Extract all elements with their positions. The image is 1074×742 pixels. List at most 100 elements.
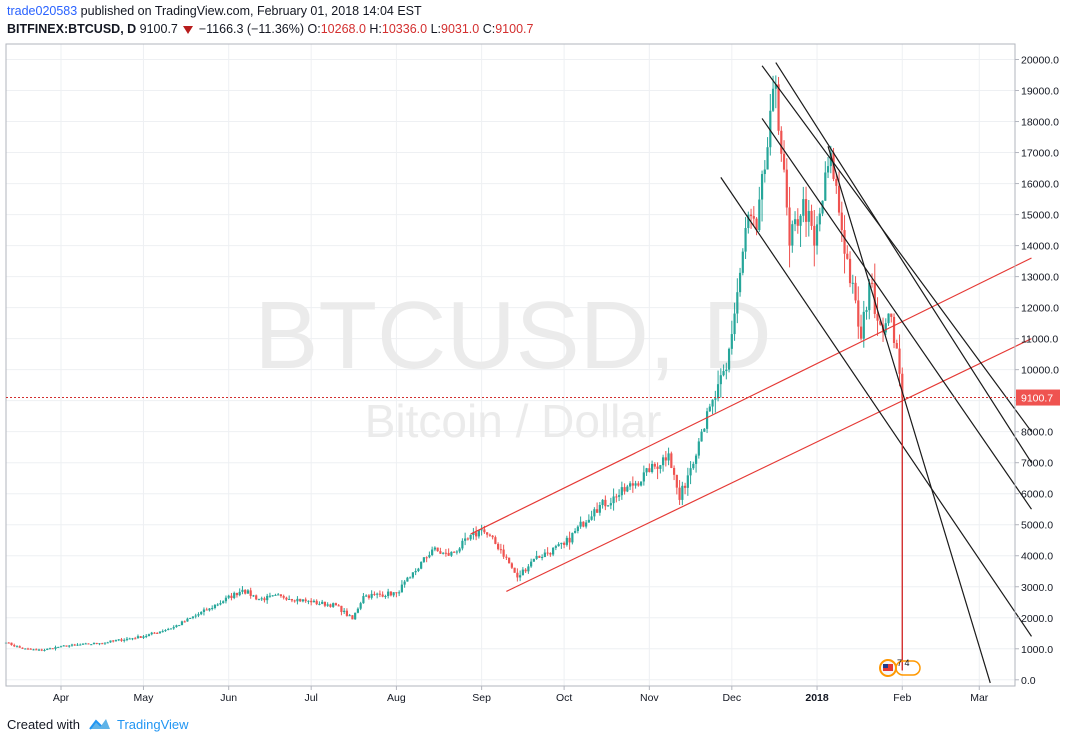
candle-body (362, 596, 365, 604)
tradingview-logo-icon[interactable] (88, 716, 112, 732)
candle-body (488, 534, 491, 536)
candle-body (854, 282, 857, 301)
close-label: C: (482, 22, 496, 36)
candle-body (32, 649, 35, 651)
x-tick-label: Jul (304, 692, 317, 704)
tradingview-link[interactable]: TradingView (117, 717, 189, 732)
candle-body (387, 591, 390, 596)
candle-body (290, 598, 294, 601)
candle-body (244, 589, 247, 594)
time-axis[interactable]: Apr May Jun Jul Aug Sep Oct Nov Dec 2018 Feb Mar (53, 686, 989, 704)
author-link[interactable]: trade020583 (7, 4, 78, 18)
candle-body (837, 185, 841, 213)
trend-line (761, 65, 1032, 433)
candle-body (279, 594, 283, 597)
candle-body (469, 535, 472, 540)
high-label: H: (369, 22, 382, 36)
candle-body (587, 519, 590, 523)
candle-body (370, 593, 373, 598)
candle-body (719, 375, 722, 385)
candle-body (604, 499, 607, 507)
candle-body (13, 645, 16, 647)
x-tick-label: 2018 (805, 692, 829, 704)
candle-body (359, 603, 362, 609)
last-price-box (1016, 389, 1060, 406)
candle-body (472, 532, 475, 536)
y-tick-label: 2000.0 (1021, 613, 1053, 625)
price-axis[interactable]: 0.0 1000.0 2000.0 3000.0 4000.0 5000.0 6000.0 7… (1015, 55, 1059, 687)
x-tick-label: May (134, 692, 155, 704)
low-value: 9031.0 (441, 22, 480, 36)
candle-body (24, 648, 27, 650)
candle-body (675, 474, 678, 488)
candle-body (442, 552, 445, 554)
candle-body (400, 584, 404, 593)
candle-body (235, 592, 239, 596)
last-price: 9100.7 (139, 22, 178, 36)
candle-body (167, 628, 170, 631)
candle-body (29, 648, 32, 650)
candle-body (598, 505, 601, 513)
candle-body (158, 631, 162, 634)
symbol-name[interactable]: BITFINEX:BTCUSD, D (7, 22, 137, 36)
candle-body (538, 555, 541, 558)
y-tick-label: 15000.0 (1021, 210, 1059, 222)
candle-body (736, 292, 739, 314)
candle-body (596, 509, 599, 513)
candle-body (326, 604, 329, 606)
candle-body (851, 282, 854, 284)
candle-body (683, 485, 687, 488)
event-marker[interactable]: 7 4 (879, 658, 921, 677)
candle-body (411, 572, 414, 578)
candle-body (307, 600, 310, 602)
close-value: 9100.7 (495, 22, 534, 36)
x-tick-label: Oct (556, 692, 572, 704)
candle-body (884, 323, 887, 333)
candle-body (524, 569, 527, 572)
candle-body (810, 210, 813, 226)
candle-body (475, 532, 478, 537)
candle-body (191, 616, 195, 618)
candle-body (103, 642, 107, 644)
candle-body (804, 199, 808, 222)
candle-body (406, 577, 409, 582)
candle-body (681, 485, 684, 500)
candle-body (870, 282, 874, 284)
candle-body (321, 601, 324, 604)
y-tick-label: 13000.0 (1021, 272, 1059, 284)
candle-body (480, 529, 483, 531)
candle-body (90, 644, 93, 646)
candle-body (535, 555, 538, 559)
candle-body (202, 609, 206, 612)
candle-body (777, 84, 780, 131)
candle-body (807, 210, 810, 222)
candle-body (109, 640, 112, 643)
candle-body (200, 611, 203, 615)
candle-body (727, 348, 731, 370)
candle-body (661, 457, 665, 466)
candle-body (128, 638, 131, 640)
candle-body (898, 348, 901, 374)
candle-body (607, 505, 610, 507)
candle-body (692, 463, 695, 469)
candle-body (541, 557, 544, 559)
y-tick-label: 8000.0 (1021, 427, 1053, 439)
candle-body (395, 592, 398, 594)
candle-body (708, 406, 711, 412)
candle-body (571, 532, 574, 543)
candle-body (164, 630, 167, 632)
candle-body (142, 636, 145, 638)
candle-body (197, 614, 200, 616)
candle-body (378, 593, 382, 595)
candle-body (439, 551, 442, 554)
low-label: L: (430, 22, 441, 36)
candle-body (574, 531, 577, 533)
y-tick-label: 4000.0 (1021, 551, 1053, 563)
candle-body (70, 644, 74, 646)
candle-body (774, 84, 777, 89)
candle-body (835, 178, 838, 186)
candle-body (730, 334, 733, 349)
candle-body (650, 463, 654, 472)
candle-body (615, 496, 618, 498)
